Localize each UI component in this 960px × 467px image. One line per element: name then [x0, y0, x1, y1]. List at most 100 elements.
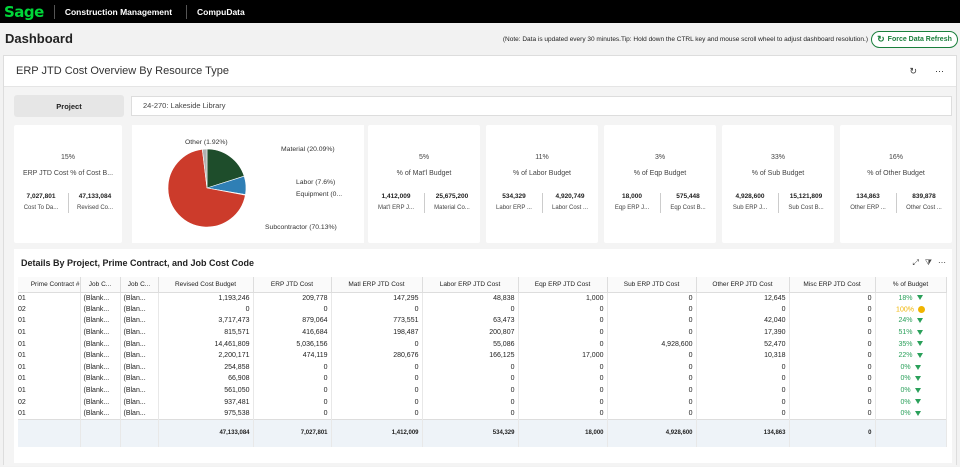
cost-overview-panel: ERP JTD Cost Overview By Resource Type ↻…: [3, 55, 957, 466]
table-cell: 55,086: [422, 338, 519, 350]
table-cell: 0: [422, 384, 519, 397]
table-cell: 01: [18, 326, 81, 339]
pie-slice-material[interactable]: [206, 148, 245, 189]
table-row[interactable]: 02 (Blank... (Blan... 937,481 0 0 0 0 0 0 0 0%: [18, 396, 947, 408]
table-cell: 0: [518, 384, 608, 397]
table-cell: 879,064: [253, 315, 332, 327]
budget-percent: 35%: [898, 340, 913, 348]
table-row[interactable]: 01 (Blank... (Blan... 3,717,473 879,064 773,5…: [18, 315, 947, 327]
pie-slice-other[interactable]: [201, 148, 208, 189]
table-row[interactable]: 01 (Blank... (Blan... 1,193,246 209,778 147,2…: [18, 292, 947, 304]
kpi-percent: 16%: [888, 154, 903, 161]
table-cell: 0: [607, 373, 697, 385]
total-cell: [120, 419, 159, 447]
pie-label-material: Material (20.09%): [281, 146, 335, 153]
table-row[interactable]: 02 (Blank... (Blan... 0 0 0 0 0 0 0 0 100%: [18, 303, 947, 316]
table-cell: 01: [18, 292, 81, 304]
details-area: Details By Project, Prime Contract, and …: [4, 247, 956, 466]
kpi-metric-value: 4,920,749: [555, 193, 585, 200]
table-row[interactable]: 01 (Blank... (Blan... 975,538 0 0 0 0 0 0 0 0%: [18, 407, 947, 420]
kpi-card-erp-jtd-cost[interactable]: 15% ERP JTD Cost % of Cost B... 7,027,80…: [14, 125, 122, 243]
table-cell: 561,050: [158, 384, 254, 397]
panel-divider: [4, 86, 956, 87]
column-header[interactable]: Other ERP JTD Cost: [696, 277, 790, 293]
column-header[interactable]: Matl ERP JTD Cost: [331, 277, 423, 293]
table-cell: 0%: [875, 361, 947, 374]
kpi-card-eqp-budget[interactable]: 3% % of Eqp Budget 18,000 Eqp ERP J... 57…: [604, 125, 716, 243]
column-header[interactable]: Sub ERP JTD Cost: [607, 277, 697, 293]
table-cell: (Blan...: [120, 407, 159, 420]
table-cell: 0: [518, 373, 608, 385]
nav-compudata[interactable]: CompuData: [197, 6, 245, 17]
nav-construction-management[interactable]: Construction Management: [64, 6, 173, 17]
table-cell: 0: [518, 338, 608, 350]
project-filter-value[interactable]: 24-270: Lakeside Library: [131, 96, 952, 116]
pie-slice-subcontractor[interactable]: [167, 148, 246, 228]
more-options-icon[interactable]: ⋯: [938, 258, 946, 267]
down-triangle-icon: [916, 329, 923, 335]
table-row[interactable]: 01 (Blank... (Blan... 561,050 0 0 0 0 0 0 0 0%: [18, 384, 947, 397]
table-cell: 0: [331, 407, 423, 420]
column-header[interactable]: Job C...: [120, 277, 159, 293]
table-cell: 02: [18, 396, 81, 408]
table-cell: 12,645: [696, 292, 790, 304]
panel-toolbar: ↻ ⋯: [909, 66, 944, 77]
table-cell: 0: [518, 396, 608, 408]
table-cell: (Blank...: [80, 384, 121, 397]
down-triangle-icon: [914, 364, 921, 370]
kpi-percent: 5%: [418, 154, 430, 161]
sage-logo[interactable]: Sage: [4, 2, 44, 21]
table-row[interactable]: 01 (Blank... (Blan... 14,461,809 5,036,156 0 5…: [18, 338, 947, 350]
total-cell: 0: [789, 419, 876, 447]
column-header[interactable]: Misc ERP JTD Cost: [789, 277, 876, 293]
project-filter-button[interactable]: Project: [14, 95, 124, 117]
table-row[interactable]: 01 (Blank... (Blan... 2,200,171 474,119 280,6…: [18, 349, 947, 362]
column-header[interactable]: Prime Contract #: [18, 277, 81, 293]
table-cell: 01: [18, 373, 81, 385]
filter-icon[interactable]: ⧩: [924, 258, 932, 267]
kpi-card-labor-budget[interactable]: 11% % of Labor Budget 534,329 Labor ERP .…: [486, 125, 598, 243]
budget-percent: 24%: [898, 317, 913, 325]
column-header[interactable]: Labor ERP JTD Cost: [422, 277, 519, 293]
column-header[interactable]: % of Budget: [875, 277, 947, 293]
page-title: Dashboard: [5, 31, 73, 46]
resource-type-pie-card: Other (1.92%) Material (20.09%) Labor (7…: [132, 125, 364, 243]
table-row[interactable]: 01 (Blank... (Blan... 66,908 0 0 0 0 0 0 0 0%: [18, 373, 947, 385]
table-row[interactable]: 01 (Blank... (Blan... 815,571 416,684 198,487…: [18, 326, 947, 339]
table-cell: (Blan...: [120, 338, 159, 350]
expand-icon[interactable]: ⤢: [912, 258, 919, 267]
force-data-refresh-button[interactable]: ↻ Force Data Refresh: [871, 31, 958, 48]
table-cell: 1,193,246: [158, 292, 254, 304]
kpi-metric-divider: [896, 193, 897, 213]
table-cell: 14,461,809: [158, 338, 254, 350]
kpi-metric-left: 1,412,009 Mat'l ERP J...: [368, 193, 424, 211]
table-cell: 18%: [875, 292, 947, 304]
kpi-metric-value: 7,027,801: [26, 193, 56, 200]
table-row[interactable]: 01 (Blank... (Blan... 254,858 0 0 0 0 0 0 0 0%: [18, 361, 947, 374]
column-header[interactable]: ERP JTD Cost: [253, 277, 332, 293]
column-header[interactable]: Eqp ERP JTD Cost: [518, 277, 608, 293]
down-triangle-icon: [916, 318, 923, 324]
table-cell: 0%: [875, 373, 947, 385]
table-cell: 0: [607, 384, 697, 397]
column-header[interactable]: Job C...: [80, 277, 121, 293]
more-options-icon[interactable]: ⋯: [935, 66, 944, 76]
down-triangle-icon: [914, 387, 921, 393]
warning-dot-icon: [917, 305, 925, 313]
table-cell: 0: [253, 361, 332, 374]
column-header[interactable]: Revised Cost Budget: [158, 277, 254, 293]
table-cell: 0%: [875, 384, 947, 397]
kpi-card-other-budget[interactable]: 16% % of Other Budget 134,863 Other ERP .…: [840, 125, 952, 243]
table-cell: 100%: [875, 303, 947, 316]
table-cell: 01: [18, 384, 81, 397]
kpi-metric-right: 4,920,749 Labor Cost ...: [542, 193, 598, 211]
table-cell: 0: [789, 303, 876, 316]
table-cell: 0: [331, 396, 423, 408]
total-cell: 7,027,801: [253, 419, 332, 447]
reload-icon[interactable]: ↻: [909, 66, 917, 76]
kpi-card-matl-budget[interactable]: 5% % of Mat'l Budget 1,412,009 Mat'l ERP …: [368, 125, 480, 243]
kpi-metric-value: 1,412,009: [381, 193, 411, 200]
kpi-metrics: 4,928,600 Sub ERP J... 15,121,809 Sub Cost…: [722, 193, 834, 215]
kpi-card-sub-budget[interactable]: 33% % of Sub Budget 4,928,600 Sub ERP J..…: [722, 125, 834, 243]
table-cell: (Blan...: [120, 326, 159, 339]
